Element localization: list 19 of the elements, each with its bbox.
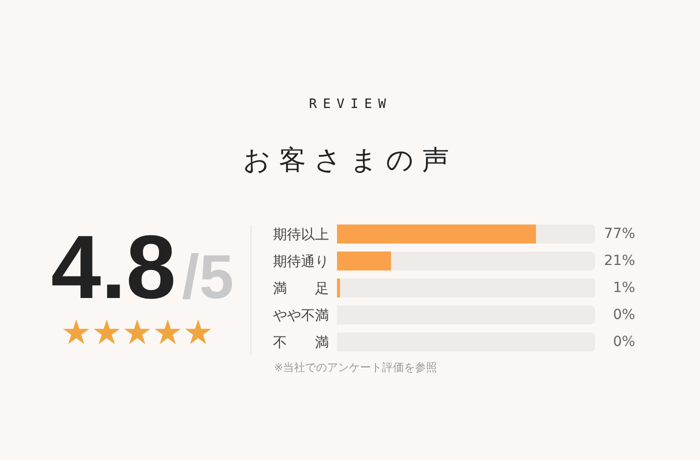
chart-title: お客さまの声 [243, 145, 457, 176]
text: ※当社でのアンケート評価を参照 [274, 361, 438, 374]
data-label: 0% [613, 334, 636, 350]
y-tick-label: 不 満 [273, 334, 329, 351]
y-tick-label: 満 足 [273, 280, 329, 297]
y-tick-label: 期待以上 [273, 226, 329, 243]
y-tick-label: やや不満 [273, 308, 329, 324]
data-label: 21% [604, 253, 636, 269]
bar [337, 278, 340, 298]
data-label: 1% [613, 280, 636, 296]
bar [337, 252, 391, 270]
chart-subtitle: REVIEW [309, 97, 392, 112]
bar [337, 224, 536, 244]
data-label: 77% [604, 226, 636, 242]
data-label: 0% [613, 307, 636, 323]
bar [536, 224, 595, 244]
bar [340, 278, 595, 298]
y-tick-label: 期待通り [273, 254, 329, 270]
bar [391, 252, 595, 270]
